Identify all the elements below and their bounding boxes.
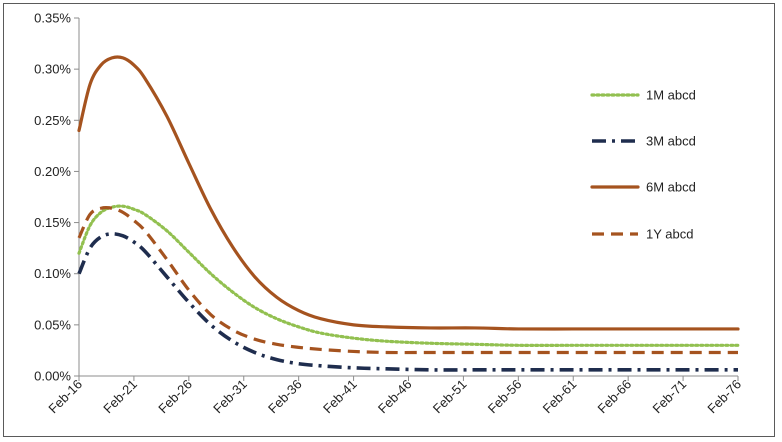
y-tick-label: 0.10%: [34, 266, 71, 281]
chart-frame: 0.00% 0.05% 0.10% 0.15% 0.20% 0.25% 0.30% 0.35%…: [3, 3, 775, 437]
x-tick-label: Feb-66: [595, 377, 635, 417]
y-tick-label: 0.20%: [34, 164, 71, 179]
x-tick-label: Feb-76: [704, 377, 744, 417]
x-tick-label: Feb-71: [649, 377, 689, 417]
x-tick-label: Feb-51: [430, 377, 470, 417]
series-layer: [77, 55, 740, 372]
line-chart: 0.00% 0.05% 0.10% 0.15% 0.20% 0.25% 0.30% 0.35%…: [34, 11, 744, 417]
y-tick-label: 0.30%: [34, 62, 71, 77]
x-tick-label: Feb-41: [320, 377, 360, 417]
y-tick-label: 0.15%: [34, 215, 71, 230]
legend-label-1y-abcd: 1Y abcd: [646, 227, 693, 242]
y-tick-label: 0.00%: [34, 369, 71, 384]
series-line-1y-abcd: [77, 206, 738, 355]
x-tick-label: Feb-61: [540, 377, 580, 417]
y-tick-label: 0.25%: [34, 113, 71, 128]
y-tick-label: 0.05%: [34, 317, 71, 332]
x-tick-label: Feb-21: [100, 377, 140, 417]
x-tick-label: Feb-46: [375, 377, 415, 417]
legend-label-3m-abcd: 3M abcd: [646, 134, 696, 149]
legend-label-6m-abcd: 6M abcd: [646, 180, 696, 195]
x-tick-label: Feb-26: [155, 377, 195, 417]
series-line-1m-abcd: [77, 204, 740, 347]
series-line-6m-abcd: [77, 55, 740, 331]
x-tick-label: Feb-36: [265, 377, 305, 417]
x-tick-label: Feb-56: [485, 377, 525, 417]
legend-label-1m-abcd: 1M abcd: [646, 88, 696, 103]
series-line-3m-abcd: [77, 232, 738, 372]
y-tick-label: 0.35%: [34, 11, 71, 26]
x-tick-label: Feb-31: [210, 377, 250, 417]
legend: 1M abcd 3M abcd 6M abcd 1Y abcd: [590, 88, 696, 242]
